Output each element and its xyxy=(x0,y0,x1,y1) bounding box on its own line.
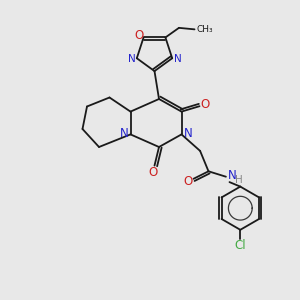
Text: H: H xyxy=(235,175,243,185)
Text: O: O xyxy=(200,98,209,112)
Text: N: N xyxy=(119,127,128,140)
Text: N: N xyxy=(174,54,182,64)
Text: Cl: Cl xyxy=(235,239,246,252)
Text: O: O xyxy=(184,175,193,188)
Text: O: O xyxy=(149,166,158,179)
Text: N: N xyxy=(227,169,236,182)
Text: N: N xyxy=(184,127,193,140)
Text: O: O xyxy=(134,29,144,43)
Text: N: N xyxy=(128,54,135,64)
Text: CH₃: CH₃ xyxy=(197,25,214,34)
